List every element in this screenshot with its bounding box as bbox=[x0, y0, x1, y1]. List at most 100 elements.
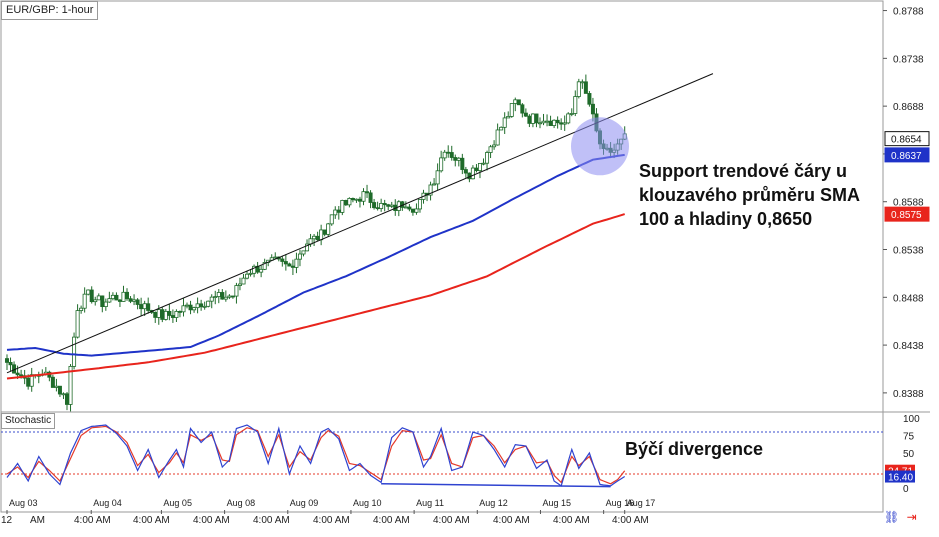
candle-body bbox=[488, 146, 493, 153]
trendline-annotation: Support trendové čáry u klouzavého průmě… bbox=[639, 161, 860, 229]
price-tick-label: 0.8538 bbox=[893, 246, 924, 257]
time-label: 4:00 AM bbox=[133, 515, 170, 526]
date-label: Aug 12 bbox=[479, 498, 508, 508]
candle-body bbox=[287, 263, 292, 267]
candle-body bbox=[326, 223, 331, 235]
candle-body bbox=[135, 299, 140, 305]
candle-body bbox=[146, 303, 151, 311]
candle-body bbox=[241, 277, 246, 285]
date-label: Aug 08 bbox=[227, 498, 256, 508]
candle-body bbox=[86, 289, 91, 295]
candle-body bbox=[199, 303, 204, 308]
date-label: Aug 05 bbox=[163, 498, 192, 508]
candle-body bbox=[340, 199, 345, 213]
stoch-k-line bbox=[6, 424, 626, 487]
candle-body bbox=[573, 96, 578, 114]
candle-body bbox=[403, 206, 408, 209]
candle-body bbox=[273, 256, 278, 259]
candle-body bbox=[350, 198, 355, 201]
date-label: Aug 09 bbox=[290, 498, 319, 508]
candle-body bbox=[132, 299, 137, 302]
candle-body bbox=[153, 312, 158, 318]
candle-body bbox=[417, 199, 422, 210]
price-badge-box bbox=[884, 147, 930, 163]
price-tick-label: 0.8388 bbox=[893, 389, 924, 400]
candle-body bbox=[509, 103, 514, 117]
candle-body bbox=[181, 305, 186, 313]
candle-body bbox=[245, 273, 250, 279]
candle-body bbox=[117, 299, 122, 302]
price-badge-box bbox=[884, 131, 930, 147]
candle-body bbox=[227, 295, 232, 298]
candle-body bbox=[583, 81, 588, 94]
time-label: 4:00 AM bbox=[612, 515, 649, 526]
stoch-badge-box bbox=[885, 470, 915, 483]
sma200-line bbox=[6, 213, 625, 380]
candle-body bbox=[223, 296, 228, 300]
candle-body bbox=[297, 253, 302, 260]
candle-body bbox=[163, 310, 168, 320]
time-label: 4:00 AM bbox=[74, 515, 111, 526]
candle-body bbox=[365, 191, 370, 194]
candle-body bbox=[139, 304, 144, 310]
candle-body bbox=[202, 305, 207, 308]
candle-body bbox=[449, 152, 454, 158]
candle-body bbox=[15, 372, 20, 376]
candle-body bbox=[128, 298, 133, 302]
candle-body bbox=[354, 198, 359, 201]
candle-body bbox=[523, 112, 528, 117]
candle-body bbox=[220, 292, 225, 300]
candle-body bbox=[470, 167, 475, 180]
candle-body bbox=[481, 162, 486, 165]
candle-body bbox=[114, 294, 119, 301]
candle-body bbox=[414, 208, 419, 213]
candle-body bbox=[8, 362, 13, 366]
candle-body bbox=[19, 374, 24, 377]
chart-title: EUR/GBP: 1-hour bbox=[1, 1, 99, 20]
stoch-tick-label: 75 bbox=[903, 432, 915, 443]
candle-body bbox=[432, 183, 437, 186]
candle-body bbox=[100, 295, 105, 308]
candle-body bbox=[5, 358, 10, 363]
date-label: Aug 04 bbox=[93, 498, 122, 508]
price-badge-box bbox=[884, 206, 930, 222]
sma100-line bbox=[6, 153, 625, 357]
candle-body bbox=[407, 206, 412, 210]
price-badge-current: 0.8654 bbox=[884, 131, 930, 147]
candle-body bbox=[527, 115, 532, 124]
candle-body bbox=[333, 209, 338, 216]
link-icon[interactable]: ⛓ bbox=[884, 510, 900, 524]
candle-body bbox=[305, 243, 310, 252]
candle-body bbox=[125, 291, 130, 300]
candle-body bbox=[562, 122, 567, 125]
candle-body bbox=[439, 157, 444, 172]
candle-body bbox=[170, 315, 175, 318]
candle-body bbox=[301, 250, 306, 255]
candle-body bbox=[492, 144, 497, 148]
candle-body bbox=[26, 377, 31, 387]
candle-body bbox=[477, 163, 482, 172]
date-label: Aug 15 bbox=[542, 498, 571, 508]
candle-body bbox=[68, 365, 73, 405]
candle-body bbox=[237, 283, 242, 286]
candle-body bbox=[347, 198, 352, 206]
candle-body bbox=[188, 304, 193, 311]
candle-body bbox=[343, 199, 348, 206]
price-tick-label: 0.8688 bbox=[893, 102, 924, 113]
candle-body bbox=[61, 393, 66, 396]
stochastic-label: Stochastic bbox=[1, 413, 56, 429]
candle-body bbox=[315, 235, 320, 241]
arrow-collapse-icon[interactable]: ⇥ bbox=[906, 510, 917, 524]
candle-body bbox=[209, 296, 214, 302]
candle-body bbox=[65, 393, 70, 405]
price-tick-label: 0.8588 bbox=[893, 198, 924, 209]
candle-body bbox=[177, 311, 182, 313]
candle-body bbox=[230, 295, 235, 298]
stoch-tick-label: 50 bbox=[903, 449, 915, 460]
candle-body bbox=[506, 116, 511, 119]
candle-body bbox=[107, 298, 112, 303]
candle-body bbox=[234, 285, 239, 297]
candle-body bbox=[361, 191, 366, 202]
candle-body bbox=[382, 203, 387, 206]
